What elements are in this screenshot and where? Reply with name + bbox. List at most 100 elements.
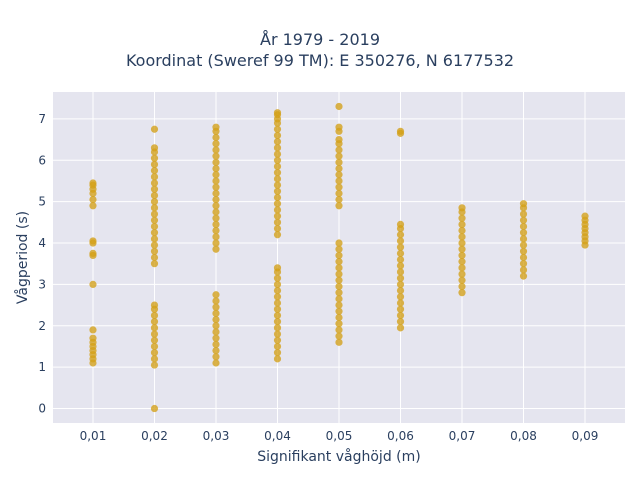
scatter-point: [212, 322, 220, 330]
scatter-point: [273, 200, 282, 208]
scatter-point: [335, 202, 343, 210]
scatter-point: [273, 355, 282, 363]
scatter-point: [150, 235, 159, 243]
scatter-point: [335, 320, 343, 328]
x-tick-label: 0,07: [449, 429, 476, 443]
scatter-point: [89, 195, 97, 204]
scatter-point: [273, 187, 282, 195]
scatter-point: [458, 258, 466, 266]
scatter-point: [150, 355, 159, 363]
scatter-point: [335, 146, 343, 154]
x-tick-label: 0,05: [326, 429, 353, 443]
scatter-point: [150, 342, 159, 351]
scatter-point: [396, 280, 405, 288]
y-tick-label: 5: [38, 195, 46, 209]
scatter-point: [396, 220, 405, 228]
scatter-point: [396, 318, 405, 326]
scatter-point: [150, 144, 159, 152]
scatter-point: [212, 208, 220, 216]
scatter-point: [335, 338, 343, 346]
scatter-point: [335, 313, 343, 322]
scatter-point: [519, 216, 528, 224]
y-tick-label: 4: [38, 236, 46, 250]
scatter-point: [150, 361, 159, 369]
scatter-point: [150, 301, 159, 309]
scatter-point: [458, 233, 466, 241]
scatter-point: [458, 227, 466, 235]
scatter-point: [150, 191, 159, 200]
scatter-point: [150, 349, 159, 357]
scatter-point: [519, 253, 528, 262]
scatter-point: [212, 171, 220, 179]
scatter-point: [212, 346, 220, 355]
scatter-point: [458, 289, 466, 297]
scatter-point: [273, 138, 282, 146]
scatter-point: [212, 146, 220, 154]
scatter-point: [273, 318, 282, 326]
scatter-point: [273, 330, 282, 338]
scatter-point: [273, 181, 282, 189]
scatter-point: [212, 340, 220, 348]
y-tick-label: 2: [38, 319, 46, 333]
scatter-point: [89, 179, 97, 187]
y-tick-label: 3: [38, 277, 46, 291]
scatter-point: [335, 264, 343, 272]
scatter-point: [89, 249, 97, 257]
scatter-point: [335, 177, 343, 185]
scatter-point: [212, 315, 220, 324]
scatter-point: [212, 177, 220, 185]
scatter-point: [396, 255, 405, 264]
scatter-point: [335, 245, 343, 253]
scatter-point: [150, 204, 159, 212]
scatter-point: [335, 189, 343, 197]
scatter-point: [273, 274, 282, 282]
scatter-point: [273, 144, 282, 152]
scatter-point: [273, 212, 282, 220]
scatter-point: [212, 309, 220, 317]
scatter-point: [335, 258, 343, 266]
scatter-point: [273, 280, 282, 288]
y-tick-label: 6: [38, 153, 46, 167]
scatter-point: [335, 158, 343, 166]
scatter-point: [519, 247, 528, 255]
scatter-point: [335, 282, 343, 291]
scatter-point: [212, 227, 220, 235]
x-tick-label: 0,06: [387, 429, 414, 443]
scatter-point: [273, 311, 282, 320]
scatter-point: [519, 241, 528, 249]
scatter-point: [89, 237, 97, 245]
scatter-point: [335, 301, 343, 309]
scatter-point: [335, 332, 343, 340]
scatter-point: [396, 127, 405, 135]
scatter-point: [335, 276, 343, 284]
scatter-point: [273, 125, 282, 133]
scatter-point: [396, 305, 405, 313]
y-axis-label: Vågperiod (s): [14, 211, 31, 304]
scatter-point: [212, 189, 220, 197]
scatter-point: [335, 171, 343, 179]
scatter-point: [458, 204, 466, 212]
scatter-point: [519, 266, 528, 274]
scatter-point: [519, 272, 528, 280]
scatter-point: [335, 152, 343, 160]
scatter-point: [335, 164, 343, 173]
x-tick-label: 0,08: [510, 429, 537, 443]
scatter-point: [396, 268, 405, 276]
x-tick-label: 0,02: [141, 429, 168, 443]
scatter-point: [150, 125, 159, 133]
scatter-point: [519, 260, 528, 268]
scatter-point: [150, 311, 159, 320]
scatter-point: [212, 123, 220, 131]
scatter-point: [150, 336, 159, 344]
scatter-point: [212, 239, 220, 247]
scatter-point: [150, 167, 159, 175]
scatter-point: [273, 231, 282, 239]
scatter-point: [212, 233, 220, 241]
x-axis-label: Signifikant våghöjd (m): [257, 448, 420, 465]
scatter-point: [150, 160, 159, 169]
scatter-point: [150, 229, 159, 237]
scatter-point: [150, 154, 159, 162]
x-tick-label: 0,09: [572, 429, 599, 443]
scatter-point: [150, 330, 159, 338]
